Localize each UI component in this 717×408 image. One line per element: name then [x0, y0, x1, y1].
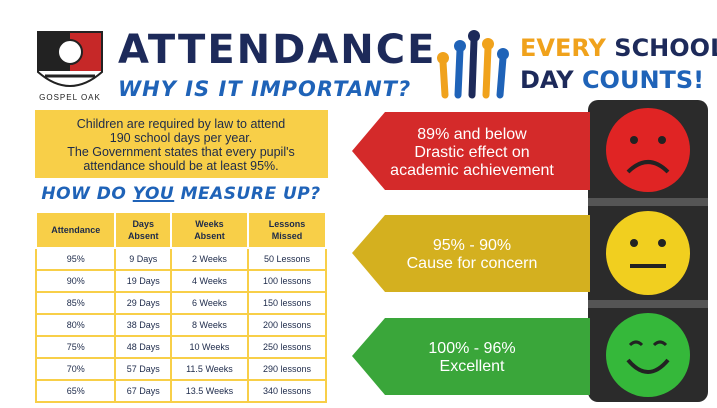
table-cell: 290 lessons [248, 358, 326, 380]
table-cell: 48 Days [115, 336, 171, 358]
info-text: Children are required by law to attend19… [67, 117, 295, 173]
divider [588, 300, 708, 308]
info-line: 190 school days per year. [110, 131, 252, 145]
table-cell: 80% [36, 314, 115, 336]
header-line: Absent [173, 230, 246, 242]
header-line: Days [117, 218, 169, 230]
column-header: Attendance [36, 212, 115, 248]
level-line: academic achievement [390, 162, 554, 179]
table-cell: 8 Weeks [171, 314, 248, 336]
table-cell: 250 lessons [248, 336, 326, 358]
table-cell: 4 Weeks [171, 270, 248, 292]
header-line: Absent [117, 230, 169, 242]
header-line: Attendance [38, 224, 113, 236]
info-line: Children are required by law to attend [77, 117, 286, 131]
slogan-word: COUNTS! [582, 66, 704, 94]
table-cell: 29 Days [115, 292, 171, 314]
sad-face [606, 108, 690, 192]
slogan-line: DAY COUNTS! [520, 66, 704, 94]
level-line: 95% - 90% [433, 237, 511, 254]
table-cell: 85% [36, 292, 115, 314]
table-cell: 38 Days [115, 314, 171, 336]
table-cell: 150 lessons [248, 292, 326, 314]
level-line: Cause for concern [407, 255, 538, 272]
table-cell: 19 Days [115, 270, 171, 292]
level-line: 89% and below [417, 126, 527, 143]
measure-heading: HOW DO YOU MEASURE UP? [35, 184, 327, 204]
table-cell: 11.5 Weeks [171, 358, 248, 380]
info-line: attendance should be at least 95%. [83, 159, 278, 173]
poster: GOSPEL OAK ATTENDANCE WHY IS IT IMPORTAN… [0, 0, 717, 408]
heading-part: HOW DO [41, 184, 126, 204]
hands-icon [437, 30, 509, 95]
header-line: Weeks [173, 218, 246, 230]
slogan-word: EVERY [520, 34, 607, 62]
slogan-line: EVERY SCHOOL [520, 34, 717, 62]
table-cell: 95% [36, 248, 115, 270]
happy-face [606, 313, 690, 397]
table-cell: 67 Days [115, 380, 171, 402]
table-cell: 57 Days [115, 358, 171, 380]
table-cell: 50 Lessons [248, 248, 326, 270]
table-cell: 75% [36, 336, 115, 358]
table-cell: 90% [36, 270, 115, 292]
table-cell: 6 Weeks [171, 292, 248, 314]
slogan-word: SCHOOL [614, 34, 717, 62]
table-cell: 9 Days [115, 248, 171, 270]
title: ATTENDANCE [118, 27, 436, 73]
subtitle: WHY IS IT IMPORTANT? [118, 77, 411, 101]
table-cell: 10 Weeks [171, 336, 248, 358]
info-line: The Government states that every pupil's [67, 145, 295, 159]
level-line: Excellent [440, 358, 505, 375]
neutral-face [606, 211, 690, 295]
table-cell: 13.5 Weeks [171, 380, 248, 402]
slogan-word: DAY [520, 66, 574, 94]
header-line: Missed [250, 230, 324, 242]
table-cell: 2 Weeks [171, 248, 248, 270]
table-cell: 70% [36, 358, 115, 380]
level-line: Drastic effect on [414, 144, 529, 161]
logo-text: GOSPEL OAK [39, 93, 101, 102]
level-line: 100% - 96% [428, 340, 515, 357]
table-cell: 100 lessons [248, 270, 326, 292]
table-cell: 200 lessons [248, 314, 326, 336]
heading-part: MEASURE UP? [181, 184, 321, 204]
logo: GOSPEL OAK [38, 32, 102, 102]
table-cell: 340 lessons [248, 380, 326, 402]
table-cell: 65% [36, 380, 115, 402]
divider [588, 198, 708, 206]
heading-emphasis: YOU [133, 184, 174, 204]
header-line: Lessons [250, 218, 324, 230]
